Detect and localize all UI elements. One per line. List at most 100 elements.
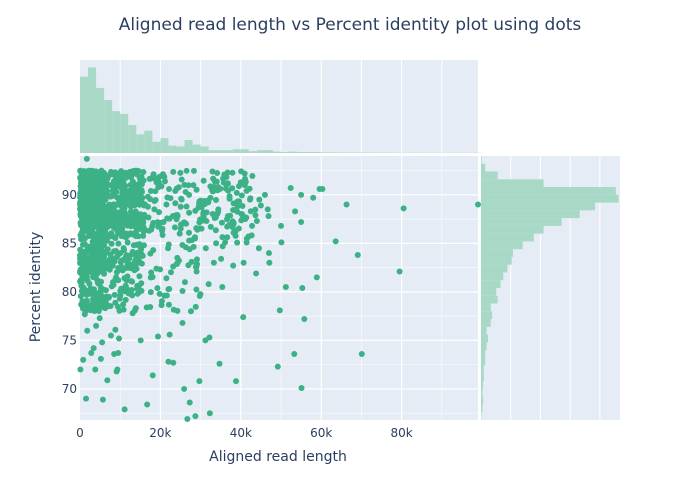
data-point [88,350,95,357]
data-point [183,167,190,174]
data-point [266,259,273,266]
data-point [207,223,214,230]
data-point [132,208,139,215]
data-point [274,363,281,370]
data-point [131,251,138,258]
x-histogram-bar [88,67,97,153]
data-point [209,168,216,175]
y-tick-label: 75 [62,333,77,347]
y-histogram-bar [481,365,484,374]
y-histogram-bar [481,350,486,358]
data-point [215,184,222,191]
data-point [181,385,188,392]
data-point [246,185,253,192]
x-histogram-bar [80,76,89,153]
data-point [147,175,154,182]
data-point [276,307,283,314]
data-point [140,232,147,239]
data-point [134,290,141,297]
data-point [147,289,154,296]
data-point [190,167,197,174]
data-point [396,268,403,275]
data-point [95,308,102,315]
y-axis-title: Percent identity [28,232,44,343]
data-point [200,177,207,184]
data-point [97,287,104,294]
data-point [96,315,103,322]
data-point [224,223,231,230]
data-point [192,303,199,310]
data-point [109,233,116,240]
data-point [181,279,188,286]
data-point [86,280,93,287]
data-point [214,170,221,177]
data-point [111,351,118,357]
data-point [139,194,146,201]
data-point [287,185,294,192]
data-point [163,201,170,208]
data-point [103,237,110,244]
scatter-plot-area[interactable] [77,155,481,423]
data-point [84,194,91,201]
x-histogram-bar [224,150,233,153]
data-point [196,293,203,300]
x-histogram-bar [289,151,298,153]
data-point [138,212,145,219]
data-point [112,169,119,176]
x-histogram-bar [200,146,209,153]
x-tick-label: 0 [76,426,84,440]
y-histogram-bar [481,171,498,180]
data-point [179,319,186,326]
data-point [95,216,102,223]
data-point [137,337,144,344]
data-point [193,256,200,263]
data-point [197,216,204,223]
data-point [213,178,220,185]
data-point [163,275,170,282]
data-point [127,208,134,215]
y-histogram-bar [481,233,534,242]
data-point [120,230,127,237]
x-histogram-bar [321,152,330,153]
data-point [170,168,177,175]
data-point [112,177,119,184]
data-point [213,196,220,203]
data-point [186,399,193,406]
x-histogram-bar [96,87,105,153]
data-point [475,201,481,208]
data-point [98,243,105,250]
data-point [229,218,236,225]
data-point [178,195,185,202]
data-point [179,241,186,248]
data-point [185,262,192,269]
data-point [135,216,142,223]
data-point [90,345,97,352]
x-histogram-bar [232,149,241,153]
data-point [179,287,186,294]
data-point [80,304,87,311]
data-point [165,286,172,293]
data-point [181,181,188,188]
data-point [92,366,99,373]
y-histogram-bar [481,179,544,188]
data-point [183,220,190,227]
data-point [238,217,245,224]
data-point [193,225,200,232]
scatter-points [77,155,481,423]
data-point [120,188,127,195]
data-point [97,234,104,241]
data-point [115,252,122,259]
data-point [139,252,146,259]
data-point [253,218,260,225]
data-point [243,239,250,246]
data-point [196,198,203,205]
data-point [81,241,88,248]
data-point [219,234,226,241]
data-point [229,185,236,192]
y-histogram-bar [481,210,580,219]
data-point [99,396,106,403]
data-point [97,355,104,362]
data-point [81,248,88,255]
data-point [100,304,107,311]
